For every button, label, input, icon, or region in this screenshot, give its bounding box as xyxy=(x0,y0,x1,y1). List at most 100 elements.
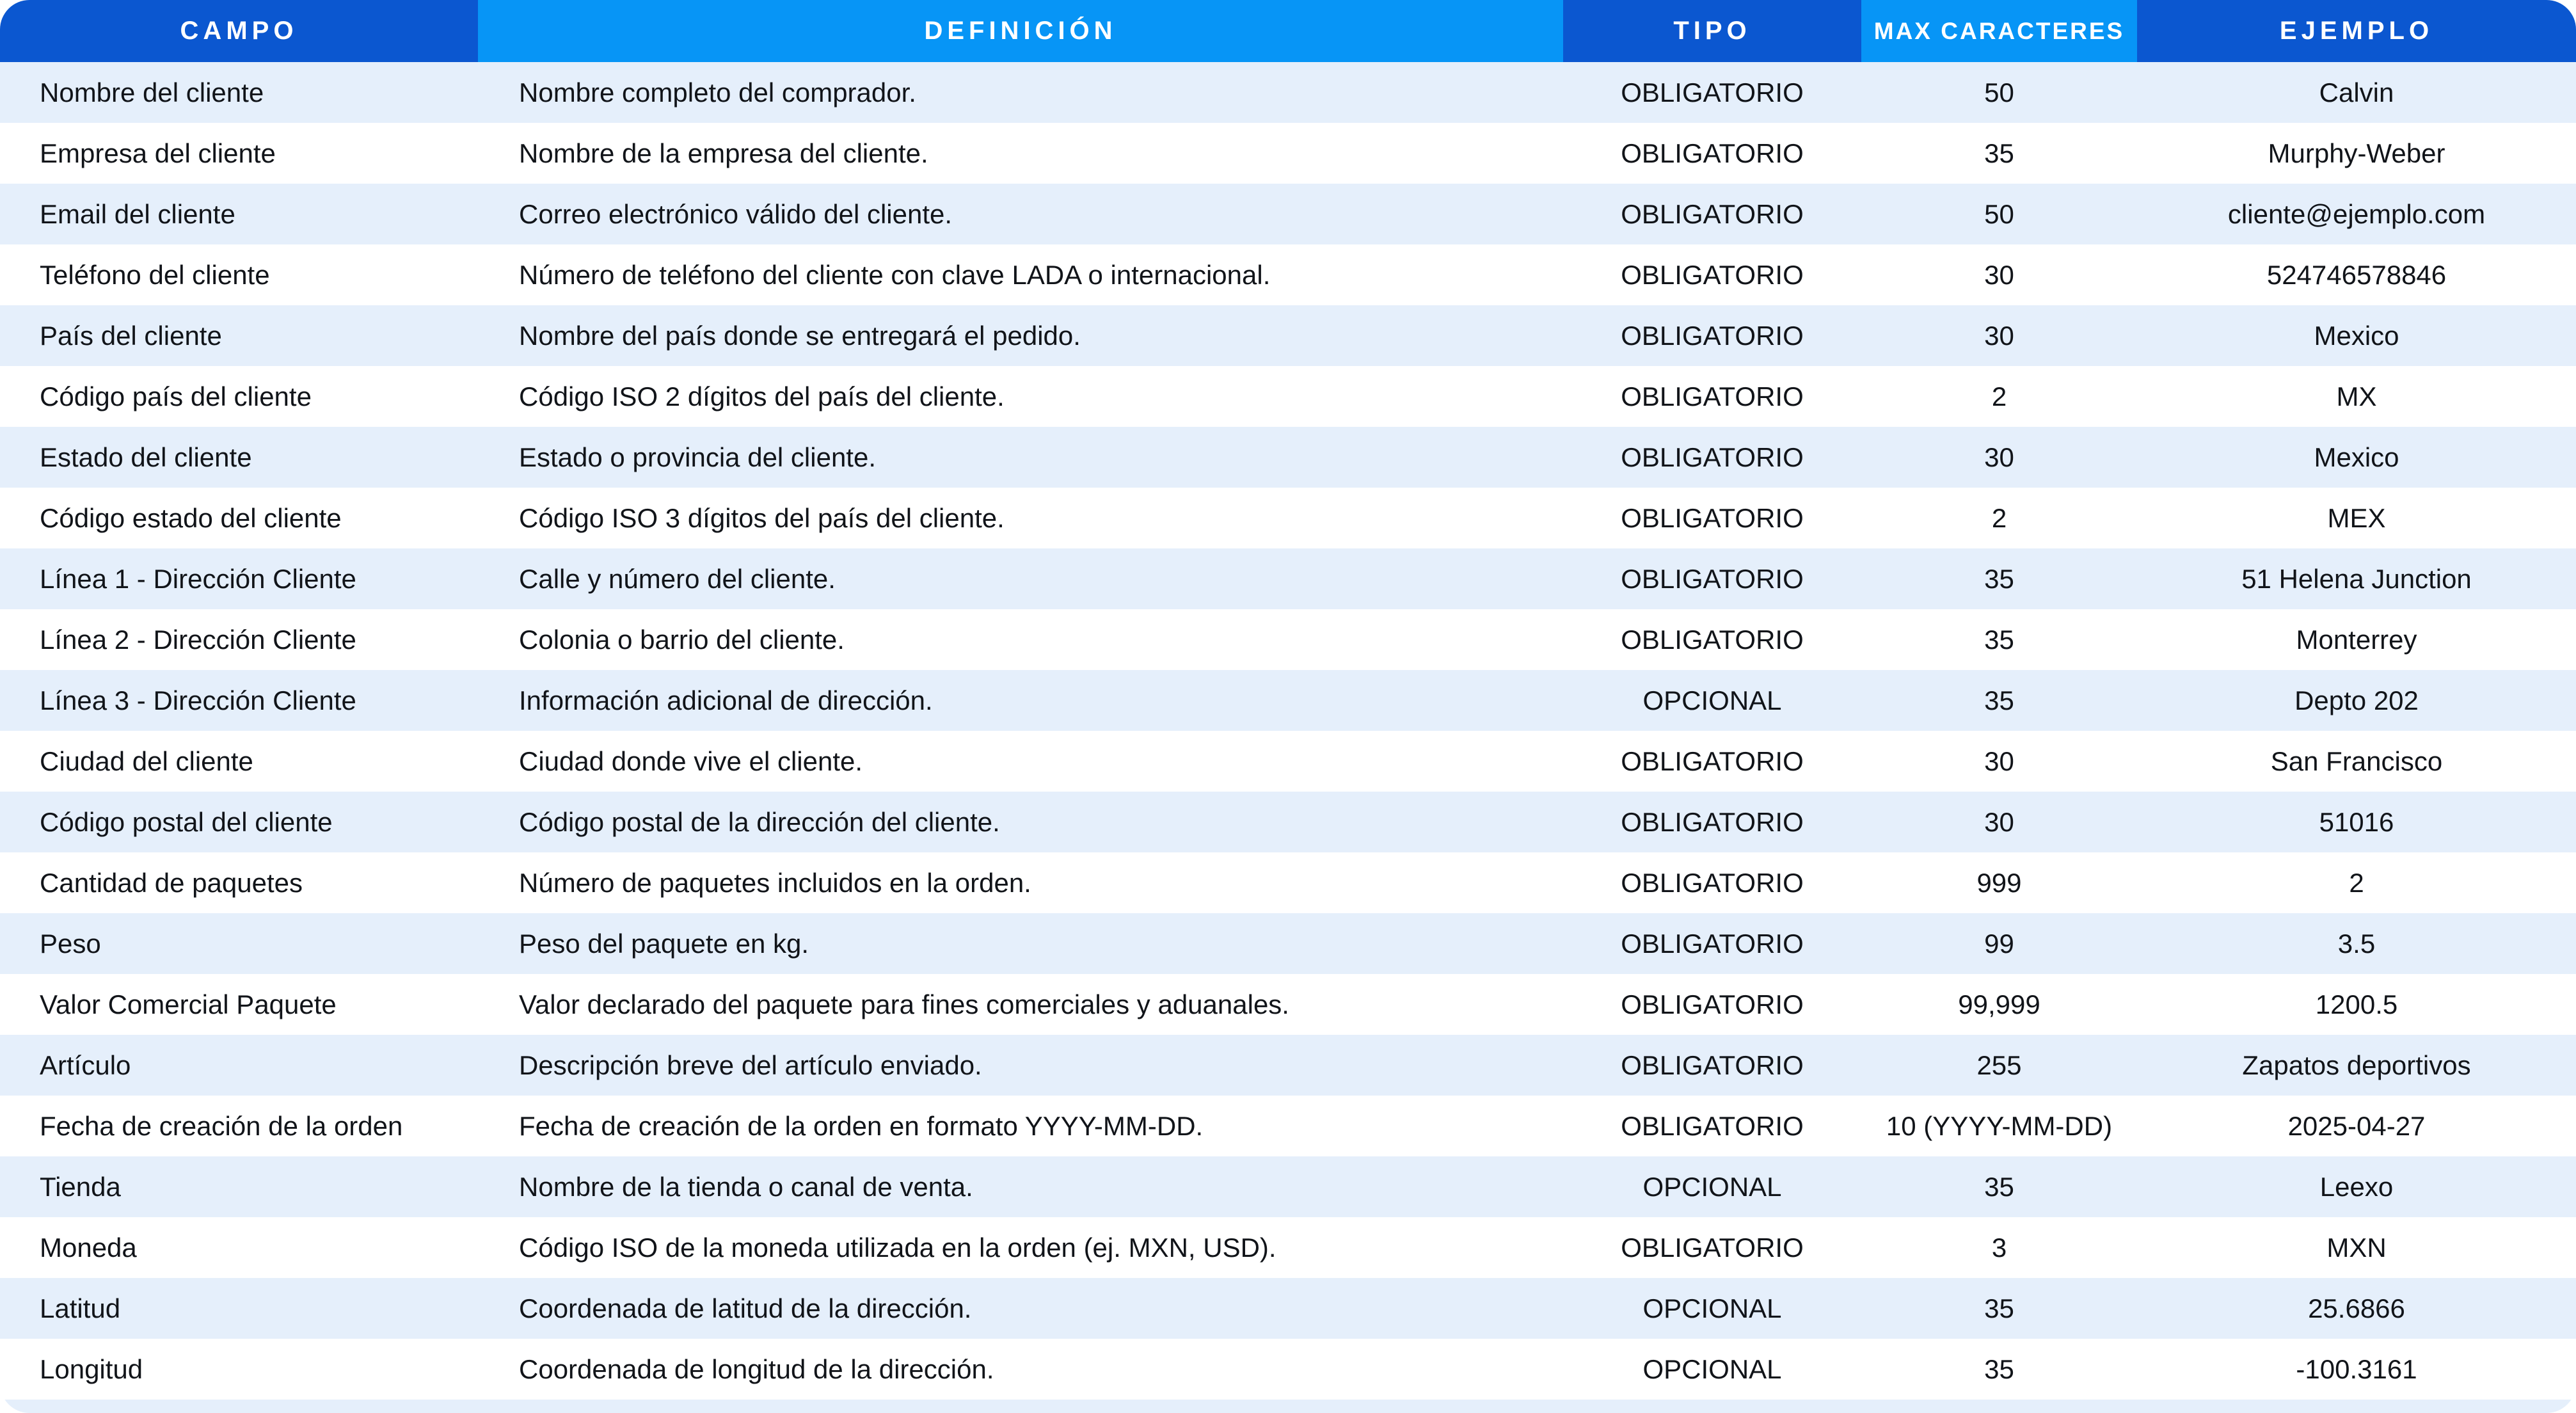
cell-ejemplo: Mexico xyxy=(2314,442,2399,472)
cell-tipo: OBLIGATORIO xyxy=(1621,198,1804,229)
cell-max-caracteres: 99,999 xyxy=(1958,989,2040,1019)
table-row: Fecha de creación de la orden Fecha de cr… xyxy=(0,1096,2576,1156)
cell-campo: Código postal del cliente xyxy=(40,806,333,837)
cell-campo: Fecha de creación de la orden xyxy=(40,1110,403,1141)
cell-ejemplo: Mexico xyxy=(2314,320,2399,351)
cell-campo: Ciudad del cliente xyxy=(40,746,253,776)
cell-campo: Empresa del cliente xyxy=(40,138,276,168)
cell-tipo: OBLIGATORIO xyxy=(1621,77,1804,108)
cell-ejemplo: Zapatos deportivos xyxy=(2242,1050,2471,1080)
table-row: Teléfono del cliente Número de teléfono d… xyxy=(0,244,2576,305)
cell-campo: Nombre del cliente xyxy=(40,77,264,108)
cell-ejemplo: 2025-04-27 xyxy=(2287,1110,2426,1141)
cell-max-caracteres: 2 xyxy=(1991,381,2007,411)
cell-ejemplo: Monterrey xyxy=(2296,624,2417,655)
cell-ejemplo: 1200.5 xyxy=(2315,989,2398,1019)
cell-campo: Tienda xyxy=(40,1171,121,1202)
table-row: Nombre del cliente Nombre completo del co… xyxy=(0,62,2576,123)
cell-tipo: OBLIGATORIO xyxy=(1621,138,1804,168)
header-cell-definicion: DEFINICIÓN xyxy=(478,0,1563,62)
cell-campo: Teléfono del cliente xyxy=(40,259,270,290)
table-row: Código postal del cliente Código postal d… xyxy=(0,792,2576,852)
table-row: Latitud Coordenada de latitud de la direc… xyxy=(0,1278,2576,1339)
cell-campo: Latitud xyxy=(40,1293,121,1323)
cell-max-caracteres: 35 xyxy=(1984,1353,2014,1384)
cell-max-caracteres: 3 xyxy=(1991,1232,2007,1263)
cell-definicion: Coordenada de longitud de la dirección. xyxy=(519,1353,994,1384)
cell-tipo: OPCIONAL xyxy=(1642,1171,1782,1202)
cell-ejemplo: cliente@ejemplo.com xyxy=(2227,198,2486,229)
cell-definicion: Nombre completo del comprador. xyxy=(519,77,916,108)
cell-definicion: Número de teléfono del cliente con clave… xyxy=(519,259,1271,290)
cell-tipo: OPCIONAL xyxy=(1642,1293,1782,1323)
cell-tipo: OBLIGATORIO xyxy=(1621,502,1804,533)
cell-ejemplo: 51016 xyxy=(2319,806,2394,837)
cell-definicion: Código ISO 3 dígitos del país del client… xyxy=(519,502,1005,533)
table-row: Línea 1 - Dirección Cliente Calle y númer… xyxy=(0,548,2576,609)
cell-campo: Email del cliente xyxy=(40,198,235,229)
cell-tipo: OBLIGATORIO xyxy=(1621,1110,1804,1141)
cell-ejemplo: 51 Helena Junction xyxy=(2241,563,2472,594)
cell-tipo: OBLIGATORIO xyxy=(1621,867,1804,898)
cell-max-caracteres: 30 xyxy=(1984,806,2014,837)
cell-definicion: Información adicional de dirección. xyxy=(519,685,933,715)
cell-definicion: Fecha de creación de la orden en formato… xyxy=(519,1110,1204,1141)
cell-ejemplo: 25.6866 xyxy=(2308,1293,2405,1323)
cell-definicion: Número de paquetes incluidos en la orden… xyxy=(519,867,1031,898)
cell-tipo: OPCIONAL xyxy=(1642,685,1782,715)
cell-ejemplo: 3.5 xyxy=(2337,928,2376,959)
cell-ejemplo: 2 xyxy=(2349,867,2364,898)
cell-ejemplo: -100.3161 xyxy=(2296,1353,2417,1384)
cell-ejemplo: Depto 202 xyxy=(2294,685,2419,715)
cell-campo: Cantidad de paquetes xyxy=(40,867,303,898)
cell-definicion: Correo electrónico válido del cliente. xyxy=(519,198,953,229)
table-row: Empresa del cliente Nombre de la empresa … xyxy=(0,123,2576,184)
cell-ejemplo: MXN xyxy=(2326,1232,2387,1263)
cell-max-caracteres: 30 xyxy=(1984,320,2014,351)
cell-definicion: Peso del paquete en kg. xyxy=(519,928,809,959)
cell-campo: Peso xyxy=(40,928,101,959)
table-header: CAMPO DEFINICIÓN TIPO MAX CARACTERES EJE… xyxy=(0,0,2576,62)
cell-ejemplo: MEX xyxy=(2327,502,2386,533)
table-row: Longitud Coordenada de longitud de la dir… xyxy=(0,1339,2576,1400)
table-row: Estado del cliente Estado o provincia del… xyxy=(0,427,2576,488)
cell-definicion: Código ISO 2 dígitos del país del client… xyxy=(519,381,1005,411)
cell-definicion: Código postal de la dirección del client… xyxy=(519,806,1000,837)
cell-ejemplo: 524746578846 xyxy=(2266,259,2447,290)
cell-definicion: Nombre del país donde se entregará el pe… xyxy=(519,320,1081,351)
cell-definicion: Descripción breve del artículo enviado. xyxy=(519,1050,982,1080)
header-cell-max-caracteres: MAX CARACTERES xyxy=(1861,0,2137,62)
header-cell-campo: CAMPO xyxy=(0,0,478,62)
cell-campo: Código país del cliente xyxy=(40,381,312,411)
cell-definicion: Colonia o barrio del cliente. xyxy=(519,624,845,655)
cell-tipo: OBLIGATORIO xyxy=(1621,320,1804,351)
cell-tipo: OPCIONAL xyxy=(1642,1353,1782,1384)
table-row: Código estado del cliente Código ISO 3 dí… xyxy=(0,488,2576,548)
table-row: Moneda Código ISO de la moneda utilizada … xyxy=(0,1217,2576,1278)
cell-definicion: Coordenada de latitud de la dirección. xyxy=(519,1293,972,1323)
cell-max-caracteres: 50 xyxy=(1984,77,2014,108)
cell-ejemplo: San Francisco xyxy=(2270,746,2443,776)
cell-tipo: OBLIGATORIO xyxy=(1621,806,1804,837)
table-row: Línea 2 - Dirección Cliente Colonia o bar… xyxy=(0,609,2576,670)
cell-ejemplo: Murphy-Weber xyxy=(2268,138,2445,168)
table-row: Ciudad del cliente Ciudad donde vive el c… xyxy=(0,731,2576,792)
cell-max-caracteres: 35 xyxy=(1984,1171,2014,1202)
table-row: País del cliente Nombre del país donde se… xyxy=(0,305,2576,366)
cell-campo: Valor Comercial Paquete xyxy=(40,989,337,1019)
cell-max-caracteres: 35 xyxy=(1984,624,2014,655)
cell-definicion: Código ISO de la moneda utilizada en la … xyxy=(519,1232,1276,1263)
header-cell-tipo: TIPO xyxy=(1563,0,1861,62)
cell-tipo: OBLIGATORIO xyxy=(1621,381,1804,411)
cell-tipo: OBLIGATORIO xyxy=(1621,624,1804,655)
table-row: Tienda Nombre de la tienda o canal de ven… xyxy=(0,1156,2576,1217)
cell-campo: País del cliente xyxy=(40,320,222,351)
cell-max-caracteres: 99 xyxy=(1984,928,2014,959)
cell-campo: Artículo xyxy=(40,1050,131,1080)
cell-campo: Línea 2 - Dirección Cliente xyxy=(40,624,356,655)
cell-max-caracteres: 30 xyxy=(1984,746,2014,776)
cell-tipo: OBLIGATORIO xyxy=(1621,989,1804,1019)
cell-tipo: OBLIGATORIO xyxy=(1621,259,1804,290)
cell-definicion: Calle y número del cliente. xyxy=(519,563,836,594)
cell-campo: Longitud xyxy=(40,1353,143,1384)
